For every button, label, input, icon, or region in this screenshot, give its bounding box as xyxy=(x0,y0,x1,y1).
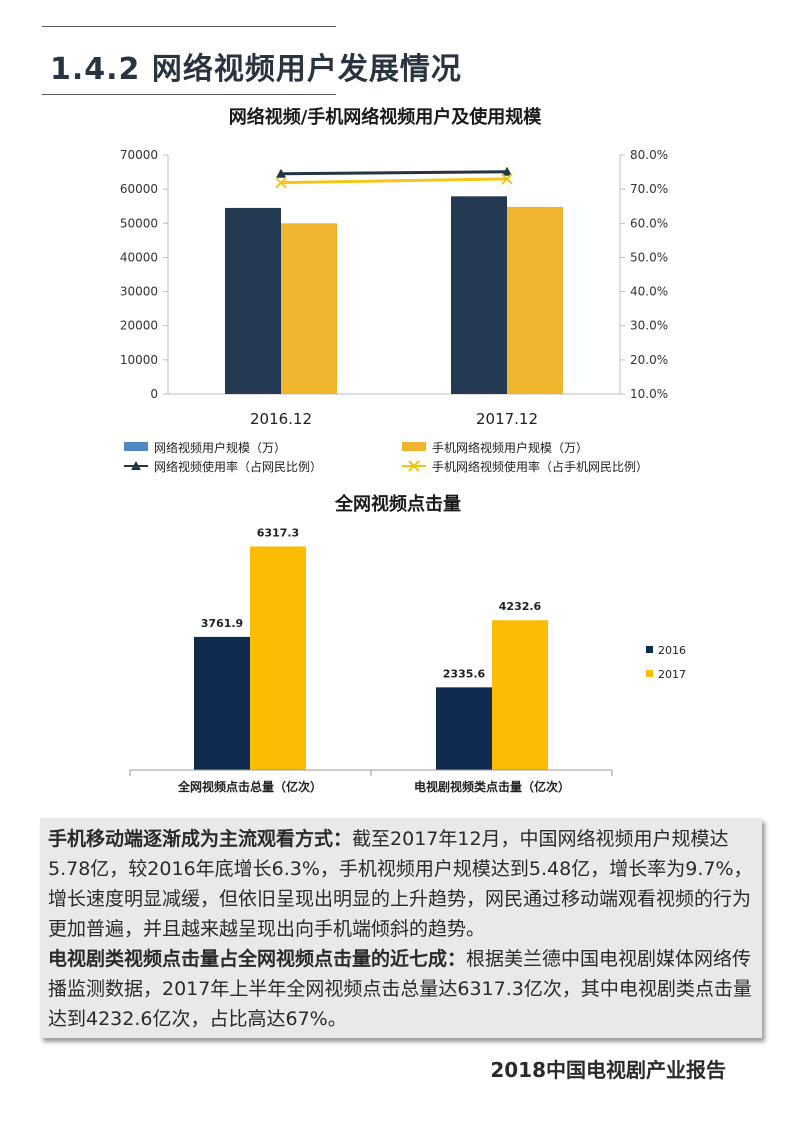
data-label: 2335.6 xyxy=(443,667,486,680)
y2-tick-label: 20.0% xyxy=(630,353,668,367)
bar-2017 xyxy=(250,546,306,770)
bar-mobile-video-users xyxy=(507,206,563,394)
legend-label: 网络视频用户规模（万） xyxy=(154,440,286,455)
bar-2017 xyxy=(492,620,548,770)
line-mobile-usage-rate xyxy=(280,177,508,185)
x-tick-label: 全网视频点击总量（亿次） xyxy=(177,779,322,794)
y-tick-label: 10000 xyxy=(120,353,158,367)
legend-x-marker xyxy=(408,460,420,472)
web-usage-rate-point xyxy=(502,166,512,176)
mobile-usage-rate-point xyxy=(501,173,513,185)
y2-tick-label: 80.0% xyxy=(630,148,668,162)
web-usage-rate-point xyxy=(276,168,286,178)
y2-tick-label: 50.0% xyxy=(630,250,668,264)
y-tick-label: 70000 xyxy=(120,148,158,162)
legend-label: 网络视频使用率（占网民比例） xyxy=(154,459,322,474)
x-tick-label: 电视剧视频类点击量（亿次） xyxy=(414,779,570,794)
x-tick-label: 2016.12 xyxy=(250,410,312,428)
page-title: 1.4.2 网络视频用户发展情况 xyxy=(50,52,462,87)
legend-swatch xyxy=(646,670,653,677)
legend-triangle-marker xyxy=(131,461,141,470)
summary-paragraph-1: 手机移动端逐渐成为主流观看方式：截至2017年12月，中国网络视频用户规模达5.… xyxy=(48,824,754,944)
chart1-title: 网络视频/手机网络视频用户及使用规模 xyxy=(229,106,543,128)
summary-heading-2: 电视剧类视频点击量占全网视频点击量的近七成： xyxy=(48,948,467,970)
y-tick-label: 40000 xyxy=(120,250,158,264)
y2-tick-label: 40.0% xyxy=(630,285,668,299)
title-rule-bottom xyxy=(42,94,336,95)
data-label: 6317.3 xyxy=(257,526,299,539)
summary-body-2: 根据美兰德中国电视剧媒体网络传播监测数据，2017年上半年全网视频点击总量达63… xyxy=(48,948,752,1030)
y-tick-label: 30000 xyxy=(120,285,158,299)
bar-web-video-users xyxy=(225,207,281,394)
summary-textbox: 手机移动端逐渐成为主流观看方式：截至2017年12月，中国网络视频用户规模达5.… xyxy=(40,818,762,1038)
legend-label: 2017 xyxy=(658,668,686,681)
y-tick-label: 0 xyxy=(150,387,158,401)
user-scale-chart: 网络视频/手机网络视频用户及使用规模 0 10000 20000 30000 40000… xyxy=(120,106,668,474)
y-tick-label: 20000 xyxy=(120,319,158,333)
legend-label: 2016 xyxy=(658,644,686,657)
legend-label: 手机网络视频使用率（占手机网民比例） xyxy=(432,459,648,474)
legend-swatch xyxy=(646,646,653,653)
chart2-title: 全网视频点击量 xyxy=(334,493,461,515)
report-footer: 2018中国电视剧产业报告 xyxy=(490,1058,726,1082)
legend-swatch xyxy=(124,442,148,451)
summary-paragraph-2: 电视剧类视频点击量占全网视频点击量的近七成：根据美兰德中国电视剧媒体网络传播监测… xyxy=(48,944,754,1034)
bar-web-video-users xyxy=(451,196,507,394)
summary-heading-1: 手机移动端逐渐成为主流观看方式： xyxy=(48,828,353,850)
y-tick-label: 50000 xyxy=(120,216,158,230)
bar-2016 xyxy=(194,636,250,770)
y-tick-label: 60000 xyxy=(120,182,158,196)
bar-mobile-video-users xyxy=(281,223,337,394)
summary-body-1: 截至2017年12月，中国网络视频用户规模达5.78亿，较2016年底增长6.3… xyxy=(48,828,753,940)
legend-swatch xyxy=(402,442,426,451)
x-tick-label: 2017.12 xyxy=(476,410,538,428)
y2-tick-label: 60.0% xyxy=(630,216,668,230)
line-web-usage-rate xyxy=(280,170,508,176)
video-click-chart: 全网视频点击量 3761.9 6317.3 2335.6 4232.6 全网视频点击总… xyxy=(129,493,686,794)
mobile-usage-rate-point xyxy=(275,176,287,189)
data-label: 3761.9 xyxy=(201,617,243,630)
bar-2016 xyxy=(436,687,492,770)
y2-tick-label: 70.0% xyxy=(630,182,668,196)
data-label: 4232.6 xyxy=(499,600,542,613)
y2-tick-label: 10.0% xyxy=(630,387,668,401)
legend-label: 手机网络视频用户规模（万） xyxy=(432,440,588,455)
title-rule-top xyxy=(42,26,336,27)
y2-tick-label: 30.0% xyxy=(630,319,668,333)
